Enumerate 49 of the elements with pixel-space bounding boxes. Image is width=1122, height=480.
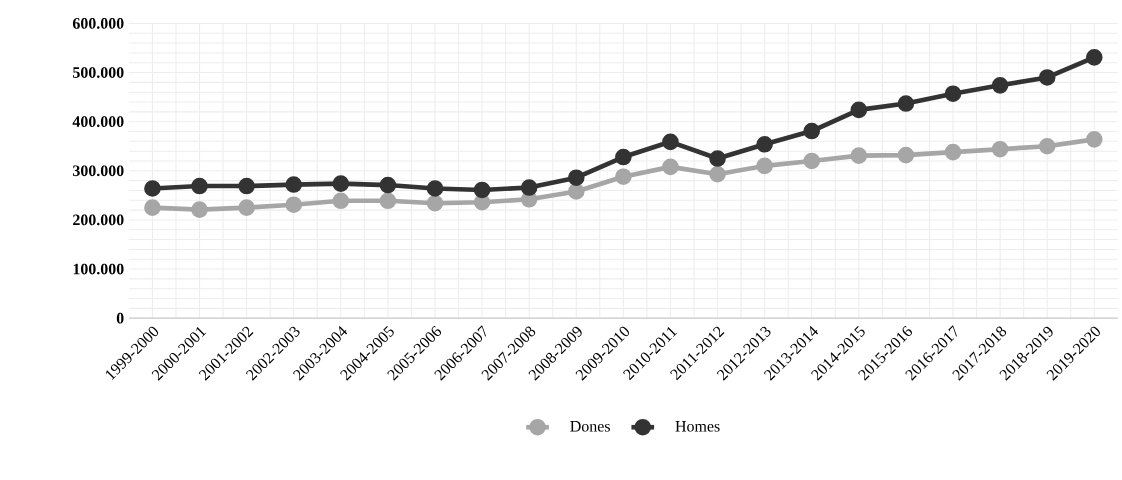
point xyxy=(944,85,962,103)
y-tick-label: 600.000 xyxy=(72,18,124,29)
point xyxy=(615,148,632,166)
point xyxy=(567,183,585,200)
point xyxy=(803,122,821,140)
point xyxy=(520,179,538,196)
point xyxy=(1038,137,1056,155)
legend-label: Dones xyxy=(570,421,610,432)
point xyxy=(991,77,1009,94)
point xyxy=(662,158,679,176)
point xyxy=(285,196,303,214)
point xyxy=(897,95,915,112)
point xyxy=(379,176,397,194)
y-tick-label: 200.000 xyxy=(73,214,124,226)
point xyxy=(426,194,444,212)
point xyxy=(709,165,726,183)
point xyxy=(709,150,726,167)
point xyxy=(191,201,208,218)
point xyxy=(991,140,1009,158)
point xyxy=(379,192,397,210)
point xyxy=(615,168,632,186)
point xyxy=(332,175,350,192)
point xyxy=(944,143,962,161)
point xyxy=(144,199,161,216)
point xyxy=(426,180,444,197)
y-tick-label: 100.000 xyxy=(73,263,124,275)
y-tick-label: 400.000 xyxy=(72,116,124,128)
point xyxy=(238,177,255,195)
y-tick-label: 0 xyxy=(116,312,124,324)
point xyxy=(191,177,208,195)
point xyxy=(850,101,868,119)
point xyxy=(285,176,303,193)
point xyxy=(1085,131,1103,148)
point xyxy=(473,181,491,199)
y-tick-label: 500.000 xyxy=(73,67,124,79)
point xyxy=(1038,69,1056,86)
point xyxy=(567,169,585,187)
point xyxy=(850,147,868,164)
point xyxy=(1085,49,1103,66)
point xyxy=(803,152,821,170)
point xyxy=(756,136,773,153)
point xyxy=(662,133,679,151)
y-tick-label: 300.000 xyxy=(72,165,124,177)
point xyxy=(756,157,773,175)
point xyxy=(897,146,915,164)
point xyxy=(332,192,350,210)
point xyxy=(144,180,161,197)
point xyxy=(238,199,255,216)
legend-label: Homes xyxy=(675,421,720,432)
